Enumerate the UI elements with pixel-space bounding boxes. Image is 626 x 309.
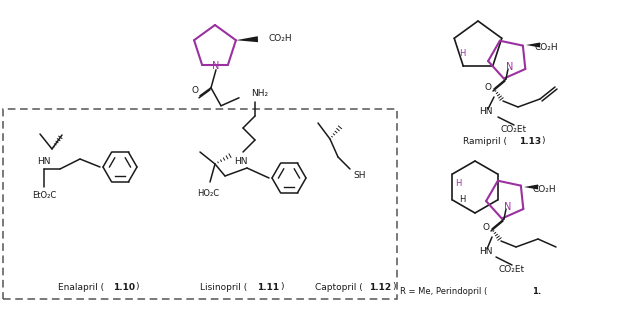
- Text: 1.: 1.: [532, 286, 541, 295]
- Polygon shape: [236, 36, 258, 42]
- Text: CO₂Et: CO₂Et: [501, 125, 527, 133]
- Text: 1.11: 1.11: [257, 282, 279, 291]
- Text: 1.10: 1.10: [113, 282, 135, 291]
- Text: R = Me, Perindopril (: R = Me, Perindopril (: [400, 286, 487, 295]
- Text: ): ): [392, 282, 396, 291]
- Text: ): ): [541, 137, 545, 146]
- Text: ): ): [280, 282, 284, 291]
- Text: CO₂Et: CO₂Et: [499, 265, 525, 273]
- Text: 1.13: 1.13: [519, 137, 541, 146]
- Polygon shape: [524, 184, 538, 189]
- Text: HN: HN: [234, 156, 248, 166]
- Polygon shape: [526, 43, 540, 48]
- Text: SH: SH: [354, 171, 366, 180]
- Text: EtO₂C: EtO₂C: [32, 191, 56, 200]
- Text: CO₂H: CO₂H: [532, 184, 556, 193]
- Text: O: O: [192, 86, 198, 95]
- Text: HN: HN: [480, 107, 493, 116]
- Text: 1.12: 1.12: [369, 282, 391, 291]
- Text: Enalapril (: Enalapril (: [58, 282, 104, 291]
- Text: N: N: [212, 61, 220, 71]
- Text: H: H: [459, 49, 465, 58]
- Text: HN: HN: [38, 158, 51, 167]
- Text: NH₂: NH₂: [252, 90, 269, 99]
- Text: H: H: [459, 194, 465, 204]
- Text: CO₂H: CO₂H: [534, 43, 558, 52]
- Text: HO₂C: HO₂C: [197, 189, 219, 198]
- Text: N: N: [505, 202, 511, 212]
- Text: H: H: [455, 180, 461, 188]
- Text: O: O: [485, 83, 491, 91]
- Text: Ramipril (: Ramipril (: [463, 137, 507, 146]
- Text: Lisinopril (: Lisinopril (: [200, 282, 247, 291]
- Text: N: N: [506, 62, 514, 72]
- Text: CO₂H: CO₂H: [268, 34, 292, 43]
- Text: HN: HN: [480, 247, 493, 256]
- Text: ): ): [135, 282, 138, 291]
- Text: Captopril (: Captopril (: [315, 282, 362, 291]
- Text: O: O: [483, 222, 490, 231]
- Bar: [3, 109, 397, 299]
